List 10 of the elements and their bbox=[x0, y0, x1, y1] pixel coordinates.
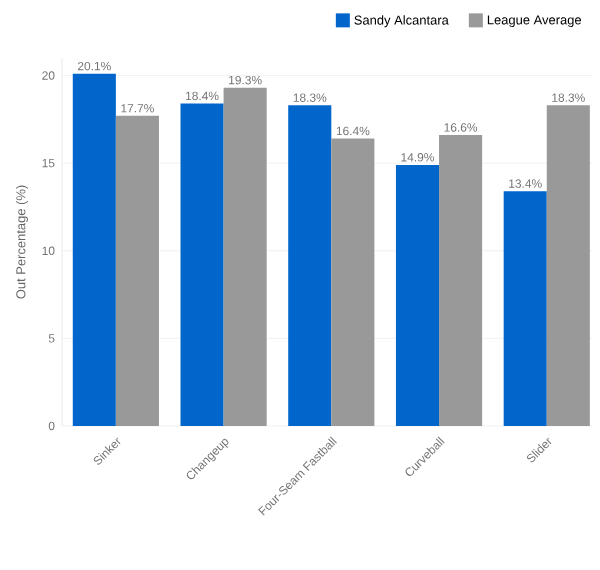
bar bbox=[72, 73, 116, 426]
bar bbox=[115, 115, 159, 426]
bar bbox=[546, 105, 590, 426]
bar bbox=[503, 191, 547, 426]
bar bbox=[223, 87, 267, 426]
bar bbox=[288, 105, 332, 426]
bar bbox=[439, 135, 483, 426]
bar bbox=[180, 103, 224, 426]
bar bbox=[331, 138, 375, 426]
bar bbox=[395, 164, 440, 426]
